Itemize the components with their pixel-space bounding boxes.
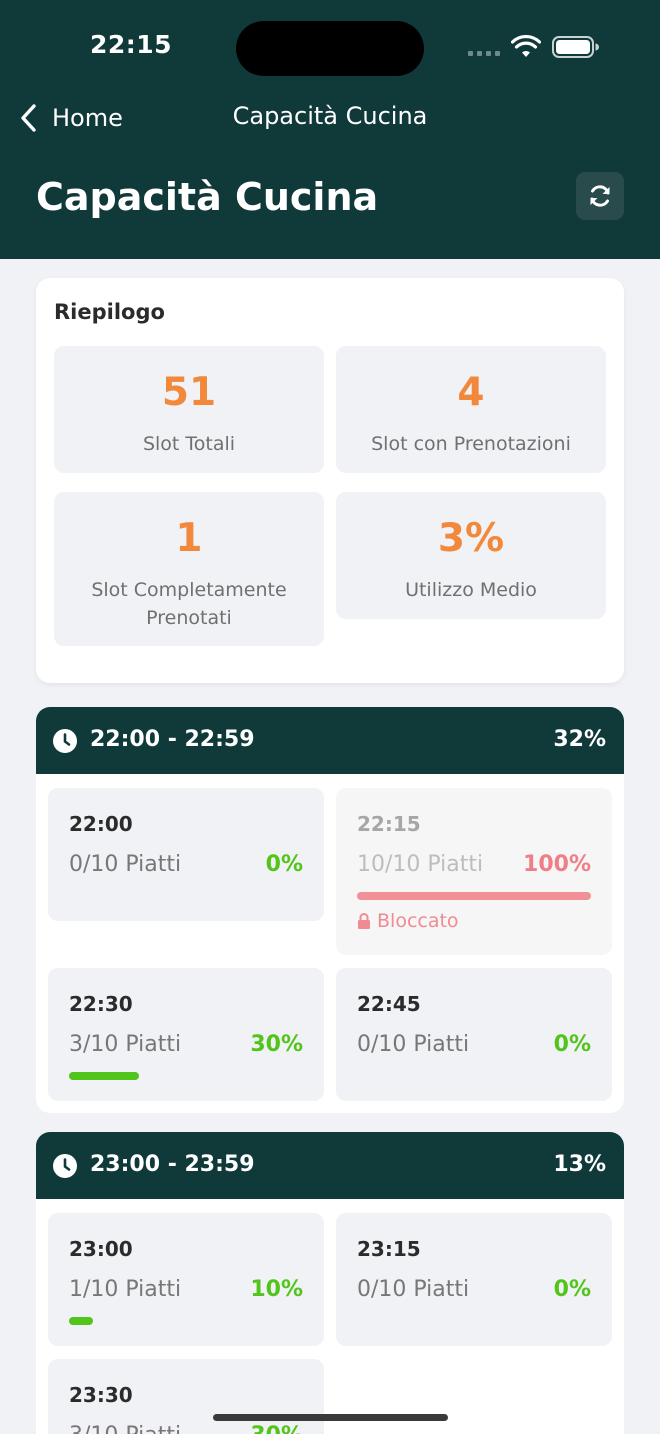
slot-progress-bar [357, 892, 591, 900]
stat-label: Slot Completamente Prenotati [91, 579, 287, 629]
lock-icon [358, 913, 370, 929]
clock-icon [53, 1154, 77, 1178]
slot-count: 3/10 Piatti [69, 1423, 181, 1434]
slot-percentage: 30% [250, 1032, 303, 1057]
clock-icon [53, 729, 77, 753]
slot-time: 23:15 [357, 1237, 421, 1261]
slot-count: 0/10 Piatti [69, 852, 182, 877]
time-group: 23:00 - 23:59 13% 23:00 1/10 Piatti 10% … [36, 1132, 624, 1434]
status-time: 22:15 [90, 30, 173, 59]
slot-card[interactable]: 23:00 1/10 Piatti 10% [48, 1213, 324, 1346]
slot-count: 10/10 Piatti [357, 852, 484, 877]
battery-icon [552, 36, 599, 58]
slot-count: 1/10 Piatti [69, 1277, 182, 1302]
stat-value: 4 [457, 370, 485, 415]
signal-icon [468, 51, 502, 57]
slot-percentage: 100% [523, 852, 591, 877]
stat-total-slots: 51 Slot Totali [54, 346, 324, 473]
stat-booked-slots: 4 Slot con Prenotazioni [336, 346, 606, 473]
slot-count: 3/10 Piatti [69, 1032, 182, 1057]
slot-percentage: 30% [250, 1423, 303, 1434]
group-header: 22:00 - 22:59 32% [36, 707, 624, 774]
nav-title: Capacità Cucina [232, 102, 428, 130]
group-percentage: 32% [553, 727, 606, 752]
slot-percentage: 0% [265, 852, 303, 877]
slot-card[interactable]: 22:00 0/10 Piatti 0% [48, 788, 324, 921]
stat-average-usage: 3% Utilizzo Medio [336, 492, 606, 619]
stat-value: 1 [175, 516, 203, 561]
slot-card[interactable]: 22:30 3/10 Piatti 30% [48, 968, 324, 1101]
header: 22:15 Home Capacità Cucina Capacità Cuci… [0, 0, 660, 259]
slot-time: 23:30 [69, 1383, 133, 1407]
page-title: Capacità Cucina [36, 175, 379, 219]
slot-card[interactable]: 22:45 0/10 Piatti 0% [336, 968, 612, 1101]
slot-status-label: Bloccato [377, 910, 459, 932]
group-percentage: 13% [553, 1152, 606, 1177]
slot-status: Bloccato [357, 910, 459, 932]
slot-card-blocked[interactable]: 22:15 10/10 Piatti 100% Bloccato [336, 788, 612, 955]
stat-value: 51 [161, 370, 217, 415]
slot-percentage: 10% [250, 1277, 303, 1302]
stat-full-slots: 1 Slot Completamente Prenotati [54, 492, 324, 646]
slot-card[interactable]: 23:15 0/10 Piatti 0% [336, 1213, 612, 1346]
group-time-range: 23:00 - 23:59 [90, 1152, 255, 1177]
slot-progress-bar [69, 1072, 139, 1080]
time-group: 22:00 - 22:59 32% 22:00 0/10 Piatti 0% 2… [36, 707, 624, 1113]
refresh-button[interactable] [576, 172, 624, 220]
summary-card: Riepilogo 51 Slot Totali 4 Slot con Pren… [36, 278, 624, 683]
group-header: 23:00 - 23:59 13% [36, 1132, 624, 1199]
slot-time: 22:30 [69, 992, 133, 1016]
group-time-range: 22:00 - 22:59 [90, 727, 255, 752]
wifi-icon [511, 35, 541, 57]
slot-time: 22:00 [69, 812, 133, 836]
home-indicator [213, 1414, 448, 1421]
dynamic-island [236, 21, 424, 76]
slot-count: 0/10 Piatti [357, 1277, 470, 1302]
slot-count: 0/10 Piatti [357, 1032, 470, 1057]
chevron-left-icon [21, 104, 36, 132]
stat-value: 3% [437, 516, 505, 561]
slot-time: 22:45 [357, 992, 421, 1016]
stat-label: Slot con Prenotazioni [371, 433, 571, 455]
stat-label: Slot Totali [142, 433, 236, 455]
slot-progress-bar [69, 1317, 93, 1325]
summary-title: Riepilogo [54, 300, 165, 324]
stat-label: Utilizzo Medio [405, 579, 537, 601]
slot-card[interactable]: 23:30 3/10 Piatti 30% [48, 1359, 324, 1434]
slot-time: 22:15 [357, 812, 421, 836]
slot-percentage: 0% [553, 1277, 591, 1302]
slot-percentage: 0% [553, 1032, 591, 1057]
refresh-icon [590, 185, 610, 207]
slot-time: 23:00 [69, 1237, 133, 1261]
back-label: Home [52, 104, 123, 132]
back-button[interactable]: Home [18, 101, 123, 135]
